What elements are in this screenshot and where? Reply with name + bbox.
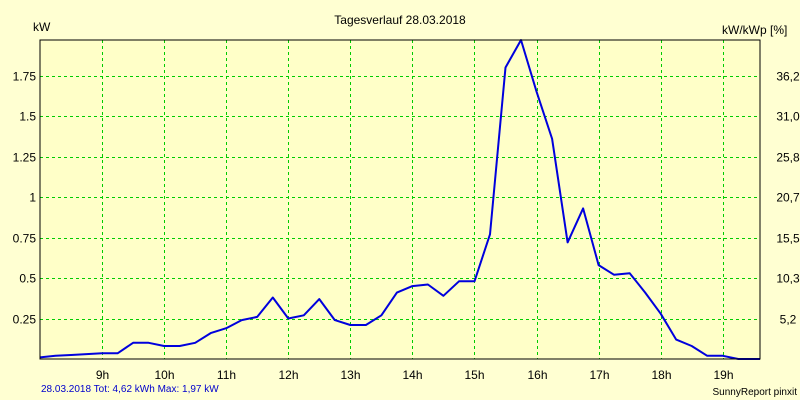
x-tick-label: 17h	[589, 368, 609, 382]
x-tick-label: 10h	[154, 368, 174, 382]
y-tick-label-right: 5,2	[780, 313, 797, 327]
plot-area	[40, 40, 760, 359]
y-tick-label-left: 1.5	[19, 110, 36, 124]
footer-credit: SunnyReport pinxit	[713, 387, 798, 398]
x-tick-label: 19h	[713, 368, 733, 382]
tick-labels: 9h 10h 11h 12h 13h 14h 15h 16h 17h 18h 19h 0.25 5,2 0…	[13, 70, 800, 383]
x-tick-label: 12h	[278, 368, 298, 382]
y-tick-label-left: 1.25	[13, 151, 37, 165]
y-tick-label-right: 20,7	[776, 191, 800, 205]
right-axis-unit: kW/kWp [%]	[722, 23, 787, 37]
x-tick-label: 16h	[527, 368, 547, 382]
grid	[40, 40, 760, 359]
x-tick-label: 9h	[96, 368, 109, 382]
series-line	[39, 39, 760, 360]
left-axis-unit: kW	[33, 20, 51, 34]
y-tick-label-right: 31,0	[776, 110, 800, 124]
y-tick-label-left: 0.75	[13, 232, 37, 246]
x-tick-label: 13h	[340, 368, 360, 382]
x-tick-label: 15h	[464, 368, 484, 382]
x-tick-label: 18h	[651, 368, 671, 382]
x-tick-label: 14h	[402, 368, 422, 382]
y-tick-label-left: 1.75	[13, 70, 37, 84]
y-tick-label-right: 15,5	[776, 232, 800, 246]
y-tick-label-left: 1	[29, 191, 36, 205]
y-tick-label-left: 0.25	[13, 313, 37, 327]
plot-frame	[39, 39, 761, 360]
y-tick-label-right: 25,8	[776, 151, 800, 165]
chart-title: Tagesverlauf 28.03.2018	[334, 13, 466, 27]
footer-summary: 28.03.2018 Tot: 4,62 kWh Max: 1,97 kW	[41, 384, 219, 395]
y-tick-label-left: 0.5	[19, 272, 36, 286]
series-layer	[39, 39, 760, 360]
y-tick-label-right: 36,2	[776, 70, 800, 84]
y-tick-label-right: 10,3	[776, 272, 800, 286]
x-tick-label: 11h	[217, 368, 236, 382]
